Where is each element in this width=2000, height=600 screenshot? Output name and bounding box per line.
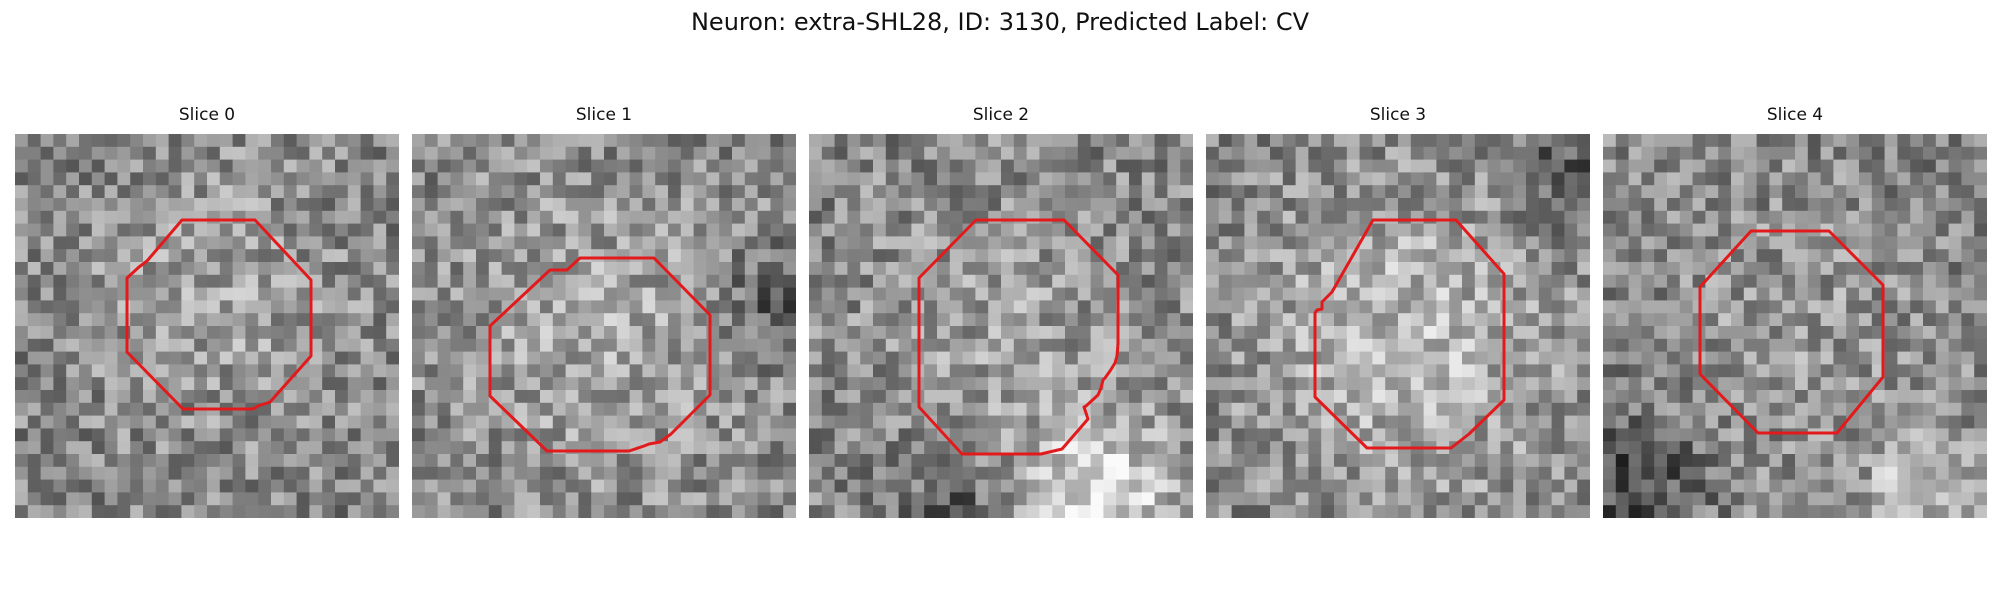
figure-title: Neuron: extra-SHL28, ID: 3130, Predicted… <box>690 8 1310 36</box>
slice-image-4 <box>1603 134 1987 518</box>
slice-title-0: Slice 0 <box>178 105 236 125</box>
slice-image-0 <box>15 134 399 518</box>
slice-title-4: Slice 4 <box>1766 105 1824 125</box>
slice-image-2 <box>809 134 1193 518</box>
slice-title-1: Slice 1 <box>575 105 633 125</box>
roi-contour <box>917 218 1120 456</box>
roi-contour <box>1313 218 1506 450</box>
roi-contour <box>488 256 712 453</box>
roi-contour <box>125 218 313 411</box>
slice-image-3 <box>1206 134 1590 518</box>
slice-title-3: Slice 3 <box>1369 105 1427 125</box>
slice-title-2: Slice 2 <box>972 105 1030 125</box>
roi-contour <box>1698 229 1885 435</box>
slice-image-1 <box>412 134 796 518</box>
